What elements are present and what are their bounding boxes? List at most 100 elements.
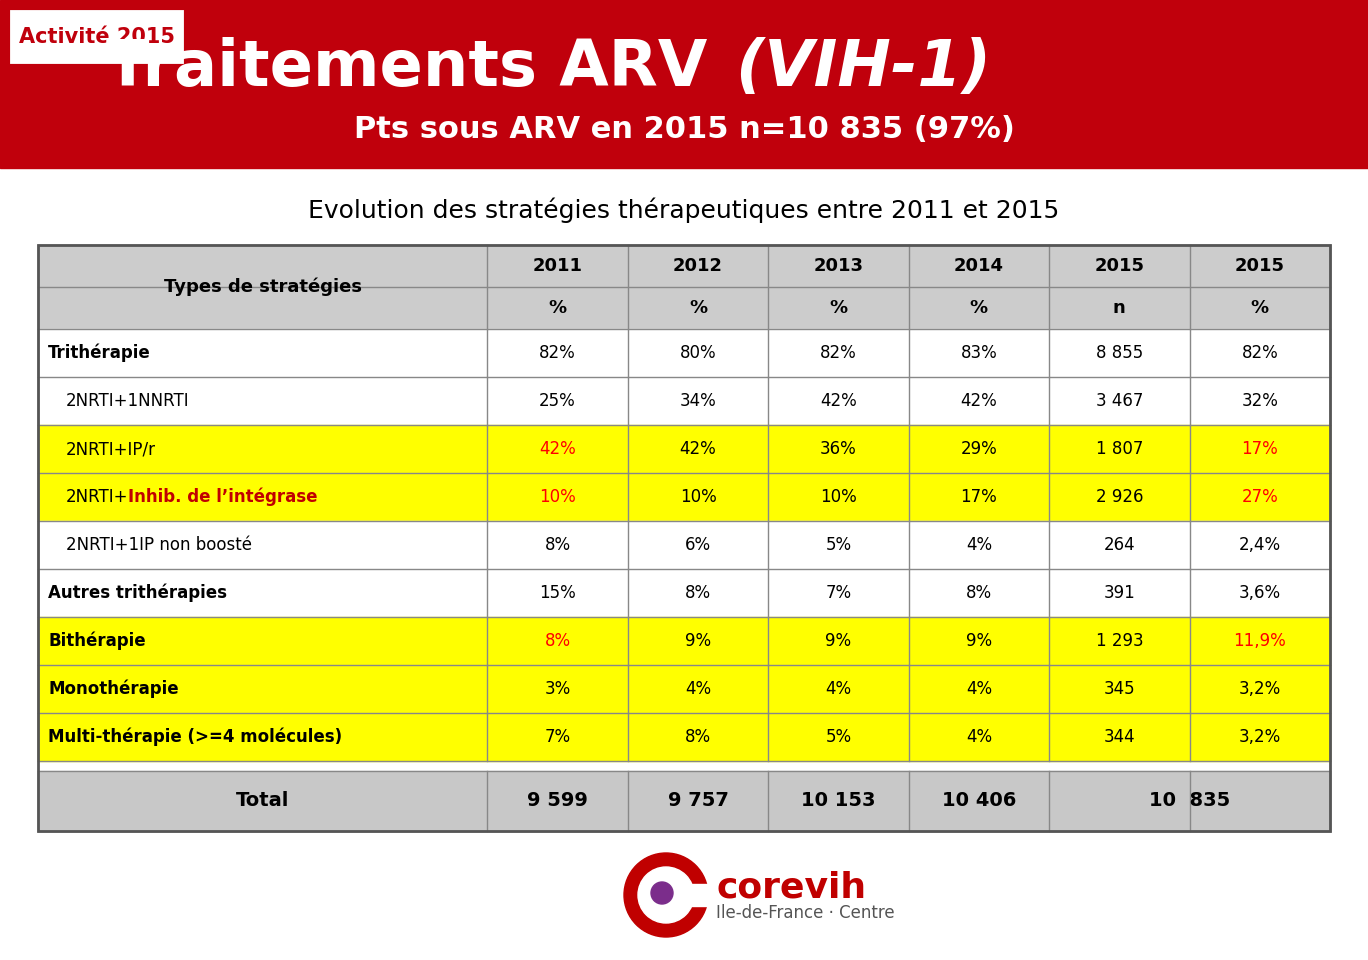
Text: 2015: 2015 — [1235, 257, 1285, 275]
Bar — [38, 425, 487, 473]
Text: 4%: 4% — [966, 536, 992, 554]
Text: %: % — [970, 299, 988, 317]
Bar — [769, 617, 908, 665]
Bar — [769, 713, 908, 761]
Bar — [1190, 473, 1330, 521]
Bar — [1049, 377, 1190, 425]
Text: 2015: 2015 — [1094, 257, 1145, 275]
Bar — [38, 245, 487, 329]
Text: 9 757: 9 757 — [668, 791, 729, 810]
Bar — [769, 377, 908, 425]
Bar — [38, 377, 487, 425]
Text: Multi-thérapie (>=4 molécules): Multi-thérapie (>=4 molécules) — [48, 728, 342, 746]
Bar — [1190, 245, 1330, 329]
Text: Evolution des stratégies thérapeutiques entre 2011 et 2015: Evolution des stratégies thérapeutiques … — [308, 197, 1060, 223]
Text: 8%: 8% — [685, 728, 711, 746]
Text: Ile-de-France · Centre: Ile-de-France · Centre — [715, 904, 895, 922]
Text: 7%: 7% — [544, 728, 570, 746]
Bar — [628, 473, 769, 521]
Bar — [628, 425, 769, 473]
Bar — [680, 884, 715, 906]
Text: 2012: 2012 — [673, 257, 724, 275]
Bar — [908, 617, 1049, 665]
Text: %: % — [1250, 299, 1270, 317]
Bar — [1049, 713, 1190, 761]
Text: 82%: 82% — [539, 344, 576, 362]
Bar — [487, 521, 628, 569]
Bar — [487, 473, 628, 521]
Text: Types de stratégies: Types de stratégies — [164, 277, 361, 297]
Bar — [8, 8, 186, 66]
Text: 2,4%: 2,4% — [1238, 536, 1280, 554]
Text: 9%: 9% — [685, 632, 711, 650]
Bar — [1190, 713, 1330, 761]
Bar — [1190, 329, 1330, 377]
Text: 2NRTI+: 2NRTI+ — [66, 488, 129, 506]
Text: 8%: 8% — [966, 584, 992, 602]
Text: 2011: 2011 — [532, 257, 583, 275]
Bar — [1190, 425, 1330, 473]
Text: 42%: 42% — [960, 392, 997, 410]
Text: 17%: 17% — [1241, 440, 1278, 458]
Text: corevih: corevih — [715, 870, 866, 904]
Text: 5%: 5% — [825, 728, 851, 746]
Bar — [908, 329, 1049, 377]
Bar — [38, 329, 487, 377]
Bar — [1049, 771, 1190, 831]
Bar — [1049, 617, 1190, 665]
Text: 42%: 42% — [819, 392, 856, 410]
Text: 10%: 10% — [539, 488, 576, 506]
Text: 391: 391 — [1104, 584, 1135, 602]
Bar — [1049, 665, 1190, 713]
Bar — [769, 329, 908, 377]
Bar — [1190, 521, 1330, 569]
Bar — [487, 425, 628, 473]
Text: Traitements ARV: Traitements ARV — [107, 37, 731, 99]
Text: 264: 264 — [1104, 536, 1135, 554]
Text: 345: 345 — [1104, 680, 1135, 698]
Text: 4%: 4% — [825, 680, 851, 698]
Bar — [908, 713, 1049, 761]
Bar — [487, 569, 628, 617]
Text: 10%: 10% — [819, 488, 856, 506]
Bar — [769, 771, 908, 831]
Bar — [769, 245, 908, 329]
Text: 10%: 10% — [680, 488, 717, 506]
Bar — [487, 665, 628, 713]
Bar — [908, 473, 1049, 521]
Bar — [487, 771, 628, 831]
Bar — [487, 377, 628, 425]
Text: 4%: 4% — [685, 680, 711, 698]
Text: 10 153: 10 153 — [802, 791, 876, 810]
Text: 2013: 2013 — [814, 257, 863, 275]
Bar — [487, 245, 628, 329]
Bar — [1190, 771, 1330, 831]
Bar — [769, 425, 908, 473]
Text: 34%: 34% — [680, 392, 717, 410]
Text: 6%: 6% — [685, 536, 711, 554]
Text: 10 406: 10 406 — [941, 791, 1016, 810]
Text: 9%: 9% — [825, 632, 851, 650]
Bar — [487, 713, 628, 761]
Text: 2NRTI+1IP non boosté: 2NRTI+1IP non boosté — [66, 536, 252, 554]
Text: 82%: 82% — [819, 344, 856, 362]
Bar — [1190, 569, 1330, 617]
Text: 2 926: 2 926 — [1096, 488, 1144, 506]
Bar — [38, 473, 487, 521]
Text: Monothérapie: Monothérapie — [48, 680, 179, 698]
Text: 3,2%: 3,2% — [1238, 728, 1280, 746]
Bar — [908, 569, 1049, 617]
Text: Inhib. de l’intégrase: Inhib. de l’intégrase — [129, 488, 317, 506]
Bar — [769, 569, 908, 617]
Text: Pts sous ARV en 2015 n=10 835 (97%): Pts sous ARV en 2015 n=10 835 (97%) — [353, 115, 1015, 145]
Bar — [38, 617, 487, 665]
Text: Bithérapie: Bithérapie — [48, 632, 145, 650]
Bar — [769, 521, 908, 569]
Text: 17%: 17% — [960, 488, 997, 506]
Bar — [769, 473, 908, 521]
Bar — [38, 713, 487, 761]
Text: 8%: 8% — [544, 536, 570, 554]
Bar — [628, 377, 769, 425]
Bar — [1190, 665, 1330, 713]
Text: 8 855: 8 855 — [1096, 344, 1144, 362]
